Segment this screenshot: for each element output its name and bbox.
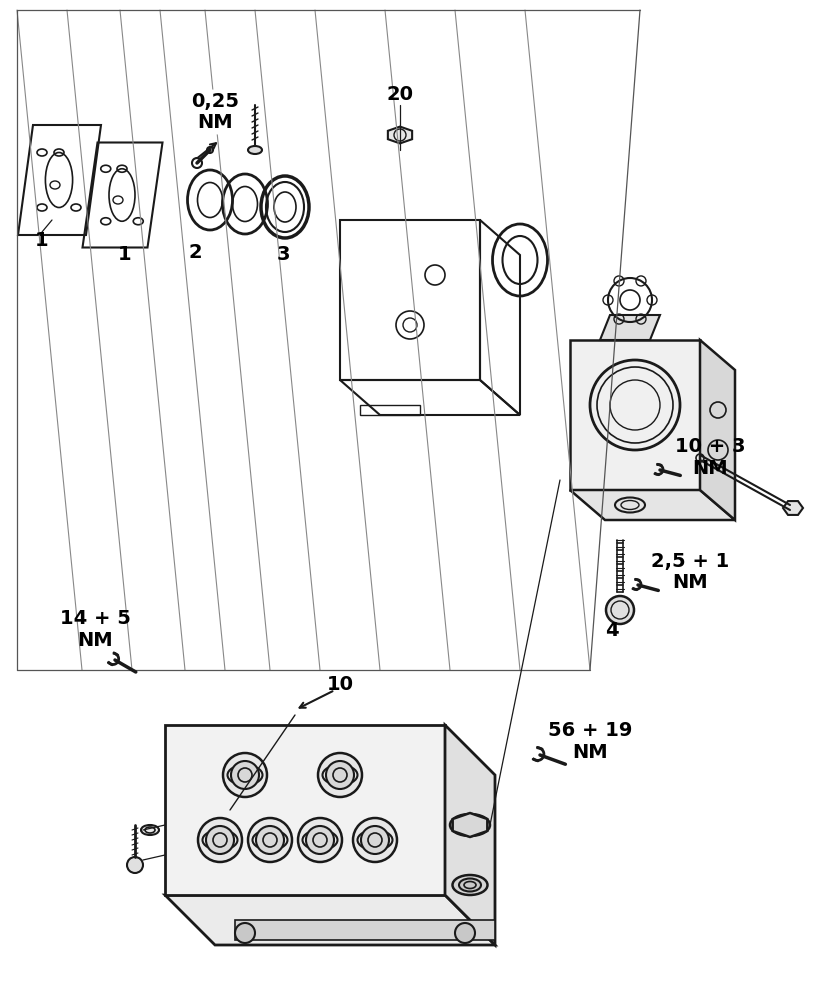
Bar (235, 920, 495, 940)
Ellipse shape (450, 814, 490, 836)
Circle shape (606, 596, 634, 624)
Text: 2,5 + 1
NM: 2,5 + 1 NM (651, 552, 729, 592)
Polygon shape (165, 895, 495, 945)
Polygon shape (570, 490, 735, 520)
Polygon shape (700, 340, 735, 520)
Text: 10: 10 (326, 676, 353, 694)
Ellipse shape (141, 825, 159, 835)
Circle shape (298, 818, 342, 862)
Ellipse shape (452, 875, 488, 895)
Text: 56 + 19
NM: 56 + 19 NM (548, 722, 632, 762)
Circle shape (353, 818, 397, 862)
Circle shape (198, 818, 242, 862)
Polygon shape (388, 127, 412, 143)
Text: 14 + 5
NM: 14 + 5 NM (59, 609, 130, 650)
Circle shape (248, 818, 292, 862)
Circle shape (127, 857, 143, 873)
Circle shape (235, 923, 255, 943)
Text: 20: 20 (386, 86, 414, 104)
Circle shape (306, 826, 334, 854)
Circle shape (326, 761, 354, 789)
Circle shape (206, 826, 234, 854)
Circle shape (361, 826, 389, 854)
Text: 4: 4 (605, 620, 619, 640)
Polygon shape (445, 725, 495, 945)
Text: 1: 1 (35, 231, 49, 249)
Circle shape (256, 826, 284, 854)
Polygon shape (452, 813, 487, 837)
Circle shape (455, 923, 475, 943)
Polygon shape (570, 340, 700, 490)
Polygon shape (165, 725, 445, 895)
Text: 1: 1 (118, 245, 132, 264)
Ellipse shape (459, 879, 481, 892)
Ellipse shape (248, 146, 262, 154)
Bar (360, 405, 420, 415)
Text: 2: 2 (188, 242, 202, 261)
Circle shape (223, 753, 267, 797)
Polygon shape (600, 315, 660, 340)
Circle shape (318, 753, 362, 797)
Text: 0,25
NM: 0,25 NM (191, 92, 239, 132)
Text: 10 + 3
NM: 10 + 3 NM (675, 436, 745, 478)
Polygon shape (783, 501, 803, 515)
Text: 3: 3 (276, 245, 290, 264)
Circle shape (231, 761, 259, 789)
